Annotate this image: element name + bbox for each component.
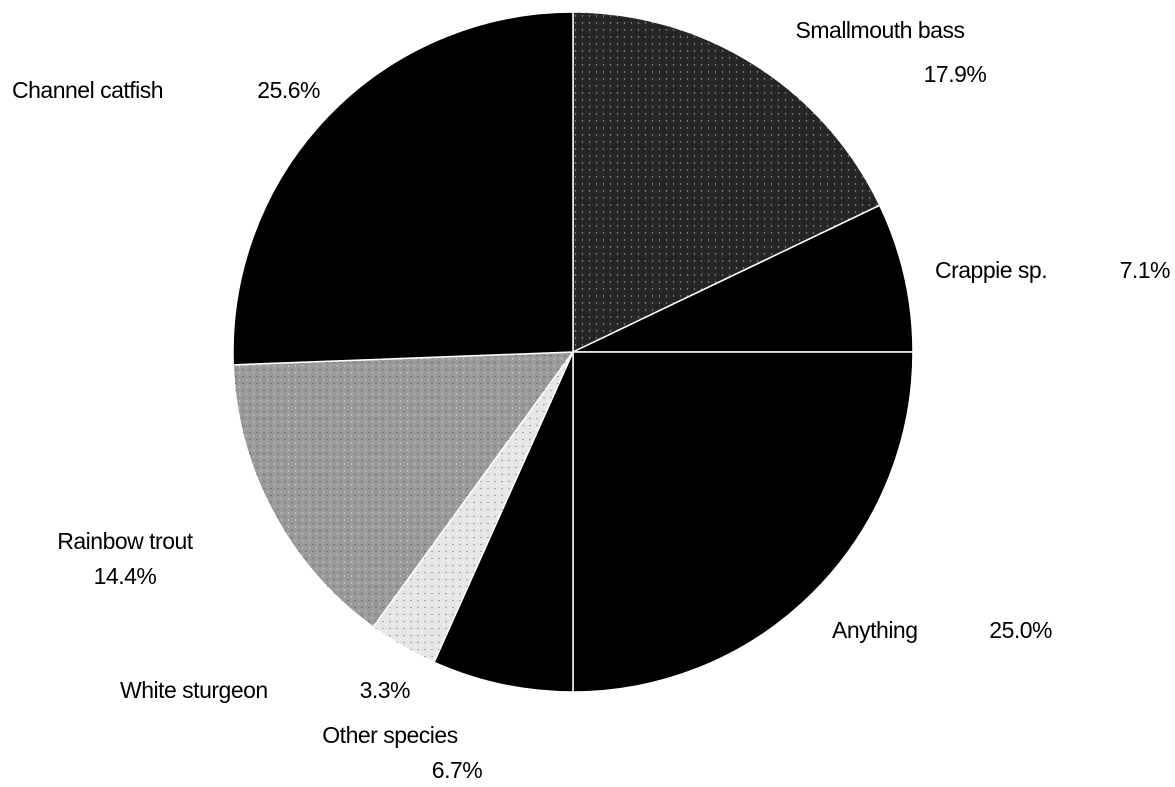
pie-slice: [572, 351, 914, 693]
slice-label: Anything: [832, 617, 918, 643]
slice-label: Channel catfish: [12, 77, 163, 103]
pie-slice: [433, 351, 574, 693]
pie-slice: [572, 204, 914, 353]
slice-value: 6.7%: [432, 757, 482, 783]
pie-slice: [232, 11, 574, 366]
slice-label: Rainbow trout: [57, 528, 194, 554]
slice-value: 25.0%: [989, 617, 1052, 643]
slice-texture: [233, 352, 573, 628]
slice-texture: [373, 352, 573, 663]
slice-value: 25.6%: [257, 77, 320, 103]
slice-value: 3.3%: [360, 677, 410, 703]
slice-value: 7.1%: [1120, 257, 1170, 283]
slice-value: 17.9%: [924, 61, 987, 87]
slice-label: Smallmouth bass: [796, 17, 965, 43]
slice-label: Crappie sp.: [935, 257, 1047, 283]
slice-label: Other species: [322, 722, 457, 748]
pie: [232, 11, 914, 693]
slice-texture: [573, 12, 880, 352]
slice-value: 14.4%: [94, 563, 157, 589]
slice-label: White sturgeon: [120, 677, 268, 703]
